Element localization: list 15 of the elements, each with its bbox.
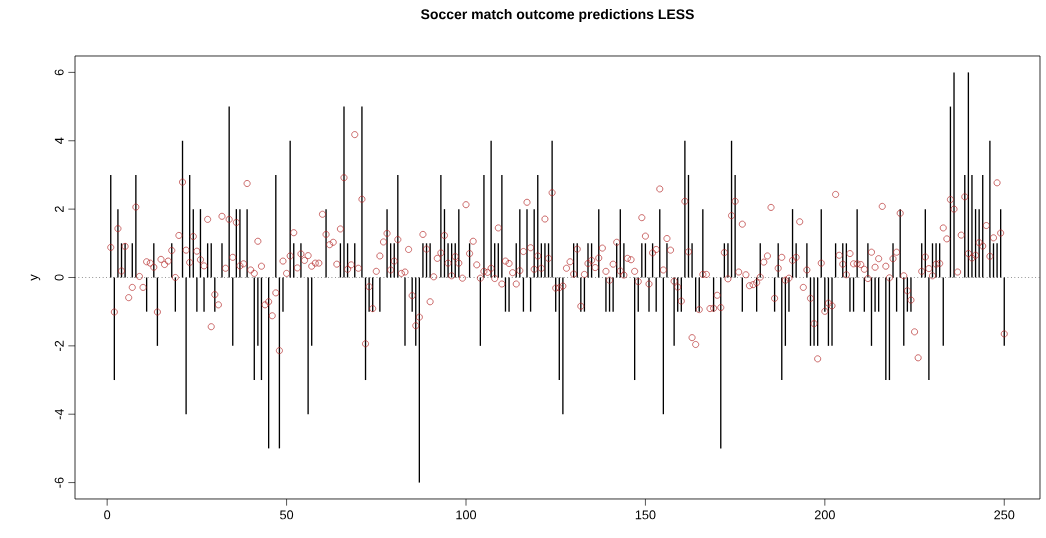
- x-tick-label: 150: [635, 510, 656, 520]
- y-axis-title: y: [30, 274, 41, 281]
- x-tick-label: 200: [814, 510, 835, 520]
- y-tick-label: -4: [54, 408, 64, 420]
- y-tick-label: 2: [54, 206, 64, 213]
- y-tick-label: 4: [54, 137, 64, 144]
- y-tick-label: -2: [54, 340, 64, 351]
- chart-title: Soccer match outcome predictions LESS: [420, 8, 694, 22]
- x-tick-label: 250: [994, 510, 1015, 520]
- y-tick-label: 6: [54, 69, 64, 76]
- y-tick-label: -6: [54, 477, 64, 488]
- x-tick-label: 0: [104, 510, 111, 520]
- x-tick-label: 100: [456, 510, 477, 520]
- y-tick-label: 0: [54, 274, 64, 281]
- x-tick-label: 50: [280, 510, 294, 520]
